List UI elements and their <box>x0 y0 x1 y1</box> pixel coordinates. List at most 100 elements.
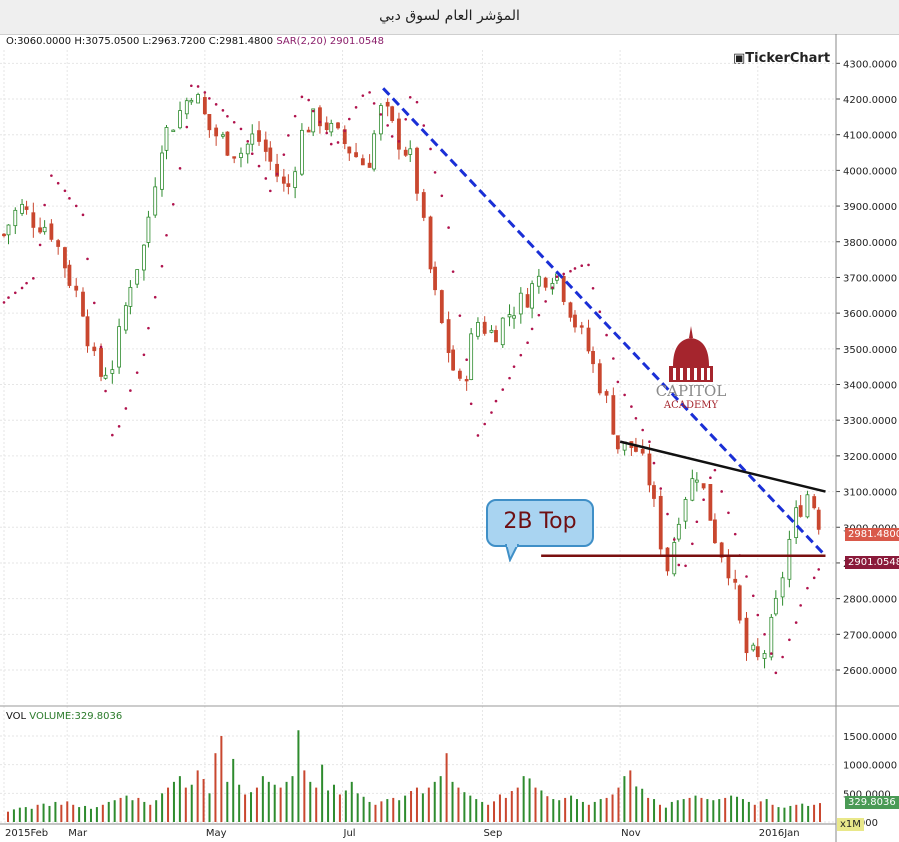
sar-dot <box>512 365 516 368</box>
volume-bar <box>504 797 507 822</box>
volume-bar <box>564 797 567 822</box>
candle-body <box>403 149 408 156</box>
y-tick-label: 3500.0000 <box>843 345 897 356</box>
sar-dot <box>659 487 663 490</box>
vol-tick-label: 1500.0000 <box>843 732 897 743</box>
sar-dot <box>713 468 717 472</box>
volume-bar <box>410 791 413 822</box>
candle-body <box>550 283 555 290</box>
volume-bar <box>190 784 193 822</box>
candle-body <box>713 519 717 544</box>
candle-body <box>676 523 681 540</box>
volume-bar <box>66 801 69 822</box>
volume-bar <box>421 793 424 822</box>
candle-body <box>476 322 480 337</box>
y-tick-label: 3900.0000 <box>843 202 897 213</box>
candle-body <box>694 479 699 483</box>
sar-dot <box>806 586 809 590</box>
brand-icon: ▣ <box>733 51 746 66</box>
volume-bar <box>119 797 122 822</box>
volume-bar <box>516 787 519 822</box>
volume-bar <box>807 805 810 822</box>
volume-bar <box>558 800 561 822</box>
volume-bar <box>534 787 537 822</box>
volume-bar <box>238 784 241 822</box>
sar-tag: 2901.0548 <box>845 556 899 569</box>
sar-dot <box>300 95 304 99</box>
logo-line1: CAPITOL <box>656 382 727 400</box>
sar-dot <box>404 117 408 121</box>
sar-dot <box>372 102 376 105</box>
candle-body <box>63 247 67 269</box>
y-tick-label: 4100.0000 <box>843 131 897 142</box>
volume-bar <box>332 784 335 822</box>
volume-bar <box>498 794 501 822</box>
volume-bar <box>552 799 555 822</box>
sar-dot <box>526 341 529 344</box>
volume-bar <box>60 804 63 822</box>
candle-body <box>99 347 103 377</box>
candle-body <box>482 321 487 334</box>
volume-bar <box>149 804 152 822</box>
sar-dot <box>763 633 766 636</box>
volume-bar <box>783 807 786 822</box>
volume-bar <box>700 797 703 822</box>
candle-body <box>153 186 158 216</box>
candle-body <box>794 507 799 539</box>
volume-bar <box>688 797 691 822</box>
candle-body <box>275 163 279 177</box>
sar-dot <box>569 269 572 273</box>
sar-dot <box>774 671 778 675</box>
volume-bar <box>712 800 715 822</box>
volume-bar <box>42 803 45 822</box>
candle-body <box>579 325 584 328</box>
candle-body <box>184 100 189 115</box>
volume-bar <box>724 797 727 822</box>
volume-bar <box>202 779 205 822</box>
sar-dot <box>677 563 681 567</box>
volume-series <box>7 730 821 822</box>
sar-dot <box>537 313 541 317</box>
sar-dot <box>20 286 24 290</box>
candle-body <box>85 316 90 347</box>
dome-icon: CAPITOL ACADEMY <box>656 326 727 411</box>
candle-body <box>530 283 534 309</box>
candle-body <box>347 146 352 154</box>
sar-dot <box>185 125 189 129</box>
volume-bar <box>670 801 673 822</box>
sar-dot <box>275 172 279 176</box>
candle-body <box>367 162 372 168</box>
x-tick-label: Sep <box>483 828 502 839</box>
candle-body <box>239 152 243 158</box>
candle-body <box>701 483 706 489</box>
sar-dot <box>250 152 254 156</box>
sar-dot <box>43 203 46 207</box>
annotation-callout: 2B Top <box>486 499 594 547</box>
volume-info: VOL VOLUME:329.8036 <box>6 711 122 722</box>
sar-dot <box>781 655 784 659</box>
candle-body <box>56 240 61 247</box>
volume-bar <box>658 804 661 822</box>
volume-bar <box>356 793 359 822</box>
volume-bar <box>451 781 454 822</box>
volume-bar <box>18 807 21 822</box>
sar-dot <box>587 263 590 267</box>
volume-bar <box>587 804 590 822</box>
candle-body <box>665 547 670 572</box>
logo-line2: ACADEMY <box>663 400 719 411</box>
candle-body <box>286 183 291 187</box>
volume-bar <box>575 799 578 822</box>
volume-bar <box>380 801 383 822</box>
sar-dot <box>74 204 78 208</box>
candle-body <box>324 122 329 131</box>
volume-bar <box>279 787 282 822</box>
volume-bar <box>261 776 264 822</box>
candle-body <box>451 349 456 371</box>
candle-body <box>385 101 390 107</box>
volume-bar <box>36 804 39 822</box>
axes: 4300.0000 4200.0000 4100.0000 4000.0000 3900… <box>0 34 899 842</box>
volume-bar <box>214 753 217 822</box>
y-tick-label: 2600.0000 <box>843 666 897 677</box>
candle-body <box>117 326 121 368</box>
sar-dot <box>695 520 699 524</box>
